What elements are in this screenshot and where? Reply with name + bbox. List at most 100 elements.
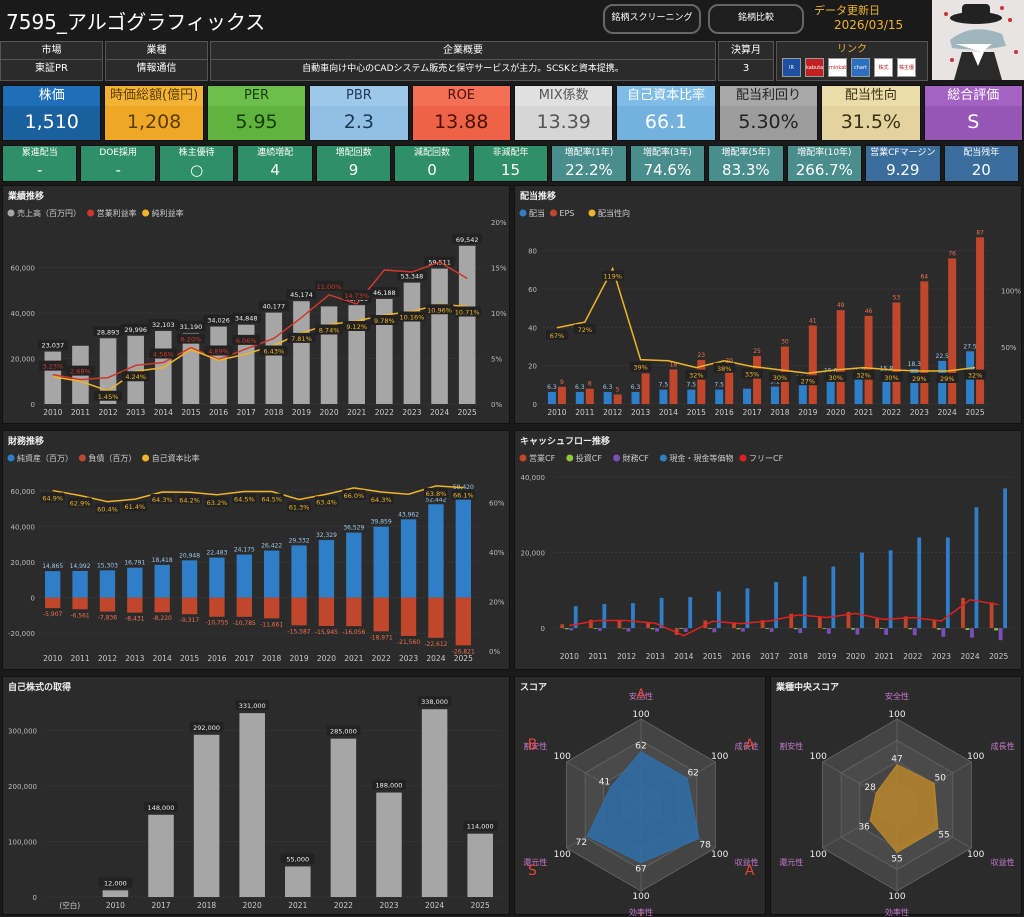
line-label-bg — [425, 304, 454, 315]
y-tick-left: -20,000 — [8, 630, 35, 638]
metric-9: 総合評価 S — [923, 85, 1023, 141]
legend-marker — [87, 209, 95, 217]
ratio-label-bg — [369, 494, 394, 505]
x-tick: 2010 — [547, 408, 566, 417]
equity-bar — [291, 545, 307, 598]
bar-label-bg — [175, 321, 206, 332]
sales-bar — [265, 312, 283, 404]
fiscal-value: 3 — [742, 63, 750, 74]
cf-bar — [941, 628, 946, 637]
ratio-label: 64.5% — [234, 496, 255, 504]
y-tick-left: 20,000 — [11, 559, 36, 567]
stat-value: - — [115, 161, 121, 179]
stat-label: 増配率(3年) — [643, 148, 692, 158]
buyback-label: 188,000 — [376, 782, 403, 790]
payout-label: 30% — [884, 374, 898, 382]
sales-bar — [376, 298, 393, 404]
sales-label: 46,188 — [373, 289, 396, 297]
x-tick: 2012 — [99, 408, 118, 417]
link-icon-2[interactable]: minkabu — [828, 58, 847, 77]
stat-10: 増配率(10年) 266.7% — [786, 145, 863, 182]
payout-label: 29% — [912, 375, 926, 383]
stat-6: 非減配年 15 — [472, 145, 549, 182]
equity-bar — [236, 554, 252, 598]
bar-label-bg — [203, 314, 234, 325]
screening-button[interactable]: 銘柄スクリーニング — [603, 4, 701, 34]
radar-max-label: 100 — [967, 752, 984, 762]
metric-label: 株価 — [38, 88, 65, 103]
x-tick: 2024 — [938, 408, 957, 417]
stat-0: 累進配当 - — [2, 145, 78, 182]
compare-button[interactable]: 銘柄比較 — [708, 4, 804, 34]
bar-label-bg — [37, 339, 68, 350]
dividend-bar — [631, 391, 640, 404]
ratio-label-bg — [341, 489, 366, 500]
liability-bar — [346, 597, 362, 627]
metric-value: 1,208 — [105, 106, 203, 140]
link-icon-1[interactable]: kabutan — [805, 58, 824, 77]
sales-label: 31,190 — [180, 323, 203, 331]
bar-label-bg — [189, 721, 224, 732]
radar-axis-label: 割安性 — [523, 741, 547, 751]
liability-label: -21,560 — [397, 639, 420, 646]
radar-value-label: 55 — [938, 831, 949, 841]
cf-bar — [688, 597, 693, 629]
ratio-label-bg — [259, 493, 284, 504]
stat-value: 74.6% — [643, 161, 692, 179]
legend-marker — [659, 454, 667, 462]
metric-value: S — [924, 106, 1022, 140]
market-value: 東証PR — [35, 63, 68, 74]
cf-bar — [903, 616, 908, 629]
performance-panel: 業績推移 売上高（百万円） 営業利益率 純利益率 0 20,000 40,000 60,00… — [2, 185, 510, 424]
x-tick: 2022 — [882, 408, 901, 417]
stat-value: 0 — [427, 161, 437, 179]
link-icon-3[interactable]: chart — [851, 58, 870, 77]
ratio-label: 63.8% — [426, 490, 447, 498]
legend-label: EPS — [559, 209, 574, 218]
cf-bar — [564, 628, 569, 630]
link-icon-0[interactable]: IR BANK — [782, 58, 801, 77]
ratio-label: 63.2% — [207, 499, 228, 507]
margin-label: 6.06% — [236, 337, 257, 345]
line-label-bg — [204, 345, 233, 356]
margin-label: 9.78% — [374, 317, 395, 325]
buyback-bar — [193, 734, 220, 897]
cf-bar — [846, 611, 851, 629]
finance-panel: 財務推移 純資産（百万） 負債（百万） 自己資本比率 -20,000 0 20,000 40… — [2, 430, 510, 670]
payout-label-bg — [685, 369, 708, 380]
update-date: 2026/03/15 — [834, 18, 904, 32]
radar-max-label: 100 — [711, 752, 728, 762]
legend-label: 純資産（百万） — [17, 453, 73, 463]
radar-value-label: 55 — [891, 854, 902, 864]
cf-bar — [970, 628, 974, 638]
x-tick: 2016 — [732, 652, 751, 661]
x-tick: 2012 — [603, 408, 622, 417]
sales-bar — [127, 335, 144, 404]
liability-bar — [127, 597, 143, 613]
link-icon-4[interactable]: 株式 — [874, 58, 893, 77]
legend-label: 純利益率 — [152, 208, 184, 218]
x-tick: 2013 — [631, 408, 650, 417]
cf-bar — [793, 628, 798, 630]
liability-bar — [264, 597, 280, 619]
market-cell: 市場 東証PR — [0, 41, 103, 81]
equity-bar — [72, 570, 88, 598]
legend-marker — [7, 454, 15, 462]
cf-bar — [765, 628, 769, 629]
cf-bar — [888, 550, 893, 629]
ratio-label: 64.3% — [371, 496, 392, 504]
radar-axis-label: 効率性 — [629, 907, 653, 916]
x-tick: 2023 — [932, 652, 951, 661]
metric-1: 時価総額(億円) 1,208 — [104, 85, 204, 141]
equity-label: 52,442 — [425, 496, 446, 503]
free-cf-line — [569, 598, 999, 637]
dividend-panel: 配当推移 配当 EPS 配当性向 0 20 40 60 80 50% 100% 6.3 9 2010 6.… — [514, 185, 1022, 424]
radar-max-label: 100 — [632, 892, 649, 902]
liability-label: -11,661 — [260, 621, 283, 628]
radar-max-label: 100 — [554, 850, 571, 860]
metric-value: 5.30% — [719, 106, 818, 140]
stat-value: 20 — [971, 161, 991, 179]
stat-label: 非減配年 — [492, 148, 529, 158]
x-tick: 2014 — [154, 408, 173, 417]
link-icon-5[interactable]: 株主優待 — [897, 58, 916, 77]
